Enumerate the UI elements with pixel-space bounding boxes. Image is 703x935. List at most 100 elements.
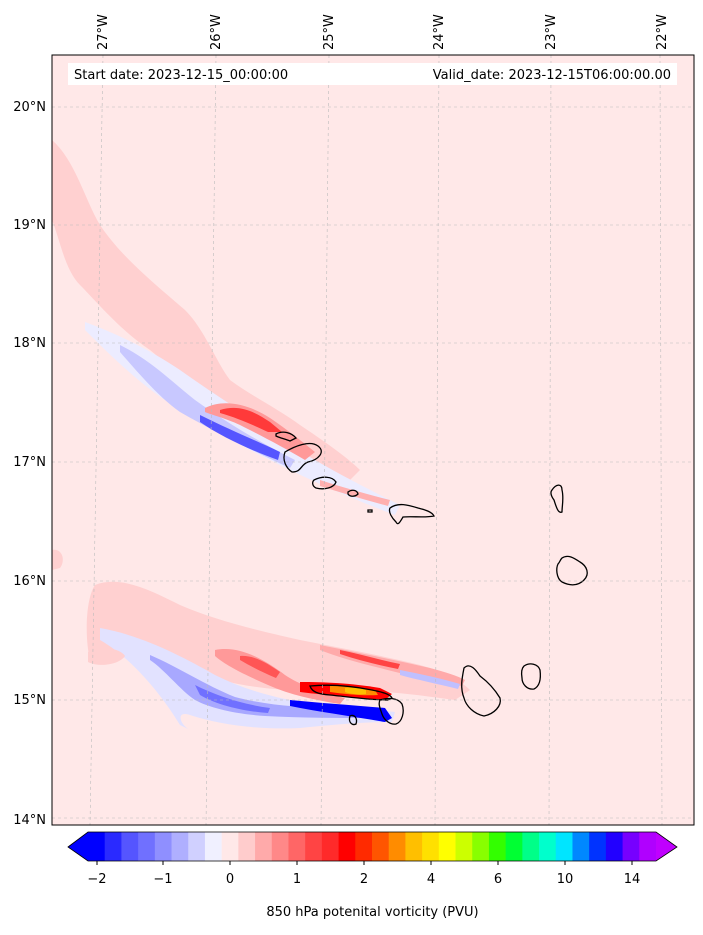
- pv-contour-positive-strong: [340, 650, 400, 669]
- colorbar-cell: [238, 832, 256, 861]
- pv-contour-negative-strong: [200, 415, 280, 460]
- island-coastline: [312, 476, 337, 490]
- date-info-box: [68, 63, 677, 85]
- colorbar-under-arrow: [68, 832, 88, 861]
- colorbar-cell: [605, 832, 623, 861]
- pv-contour-negative-strong: [290, 700, 392, 722]
- colorbar-ticks: −2 −1 0 1 2 4 6 10 14: [87, 861, 640, 887]
- colorbar-tick: 2: [360, 861, 368, 887]
- lon-label: 24°W: [432, 14, 447, 50]
- lat-label: 14°N: [13, 813, 46, 828]
- meridian-gridline: [434, 55, 440, 825]
- meridian-gridline: [320, 55, 330, 825]
- lon-label: 22°W: [655, 14, 670, 50]
- colorbar-cell: [221, 832, 239, 861]
- lon-label: 23°W: [544, 14, 559, 50]
- colorbar-tick: −1: [153, 861, 173, 887]
- colorbar-cell: [355, 832, 373, 861]
- island-coastline: [275, 431, 298, 442]
- colorbar-tick-label: 6: [494, 872, 502, 887]
- colorbar-tick: −2: [87, 861, 107, 887]
- colorbar-tick: 1: [293, 861, 301, 887]
- pv-contour-positive: [320, 480, 390, 506]
- map-panel: Start date: 2023-12-15_00:00:00 Valid_da…: [52, 55, 694, 825]
- colorbar-cell: [555, 832, 573, 861]
- longitude-labels: 27°W 26°W 25°W 24°W 23°W 22°W: [96, 14, 670, 50]
- colorbar-cell: [204, 832, 223, 861]
- colorbar-tick-label: 10: [557, 872, 574, 887]
- pv-contour-negative: [195, 685, 270, 713]
- colorbar-cell: [405, 832, 423, 861]
- pv-contour-positive-light: [52, 549, 63, 570]
- island-coastline: [367, 509, 373, 513]
- colorbar-cell: [438, 832, 456, 861]
- colorbar-tick-label: −1: [153, 872, 172, 887]
- colorbar-cell: [505, 832, 523, 861]
- colorbar-over-arrow: [656, 832, 677, 861]
- colorbar-cell: [188, 832, 206, 861]
- colorbar-cell: [422, 832, 440, 861]
- pv-contour-negative: [120, 345, 295, 468]
- colorbar-tick-label: 14: [624, 872, 641, 887]
- lat-label: 20°N: [13, 100, 46, 115]
- island-coastline: [550, 484, 564, 513]
- colorbar-cell: [288, 832, 306, 861]
- island-coastline: [347, 489, 359, 497]
- colorbar-cell: [488, 832, 507, 861]
- pv-contour-negative-light: [400, 670, 460, 689]
- pv-contour-positive-strong: [220, 407, 282, 432]
- island-coastline: [556, 555, 588, 586]
- colorbar: −2 −1 0 1 2 4 6 10 14: [67, 831, 678, 887]
- graticule: [52, 55, 694, 825]
- lon-label: 25°W: [322, 14, 337, 50]
- pv-contour-positive-light: [88, 648, 125, 665]
- pv-contour-positive-light: [52, 140, 360, 490]
- meridian-gridline: [89, 55, 104, 825]
- colorbar-cell: [372, 832, 390, 861]
- lat-label: 15°N: [13, 693, 46, 708]
- colorbar-label: 850 hPa potenital vorticity (PVU): [266, 905, 479, 920]
- colorbar-outline: [67, 831, 678, 862]
- colorbar-cell: [472, 832, 490, 861]
- pv-contour-negative-light: [100, 628, 395, 730]
- colorbar-cell: [572, 832, 590, 861]
- pv-contour-positive: [205, 403, 315, 460]
- colorbar-cell: [455, 832, 473, 861]
- colorbar-tick-label: 1: [293, 872, 301, 887]
- colorbar-cell: [121, 832, 139, 861]
- island-coastline: [461, 665, 501, 717]
- colorbar-cell: [539, 832, 557, 861]
- colorbar-cells: [88, 832, 657, 861]
- colorbar-tick: 4: [427, 861, 435, 887]
- island-coastline: [283, 442, 322, 473]
- meridian-gridline: [548, 55, 552, 825]
- island-coastline: [378, 697, 404, 725]
- colorbar-tick: 0: [226, 861, 234, 887]
- latitude-labels: 20°N 19°N 18°N 17°N 16°N 15°N 14°N: [13, 100, 46, 828]
- colorbar-cell: [271, 832, 289, 861]
- island-coastline: [520, 663, 541, 690]
- colorbar-cell: [171, 832, 189, 861]
- island-coastline: [388, 503, 435, 525]
- colorbar-cell: [104, 832, 122, 861]
- colorbar-cell: [622, 832, 640, 861]
- colorbar-tick: 14: [624, 861, 641, 887]
- meridian-gridline: [659, 55, 663, 825]
- colorbar-cell: [88, 832, 106, 861]
- island-coastline: [348, 714, 358, 726]
- valid-date-label: Valid_date: 2023-12-15T06:00:00.00: [433, 68, 671, 83]
- colorbar-tick: 6: [494, 861, 502, 887]
- colorbar-tick-label: −2: [87, 872, 106, 887]
- colorbar-cell: [589, 832, 607, 861]
- map-frame: [51, 54, 695, 826]
- lon-label: 26°W: [209, 14, 224, 50]
- island-coastline: [309, 684, 393, 701]
- start-date-label: Start date: 2023-12-15_00:00:00: [74, 68, 288, 83]
- lon-label: 27°W: [96, 14, 111, 50]
- colorbar-cell: [321, 832, 339, 861]
- lat-label: 16°N: [13, 574, 46, 589]
- lat-label: 19°N: [13, 218, 46, 233]
- colorbar-cell: [388, 832, 406, 861]
- pv-contour-max-yellow: [345, 687, 366, 695]
